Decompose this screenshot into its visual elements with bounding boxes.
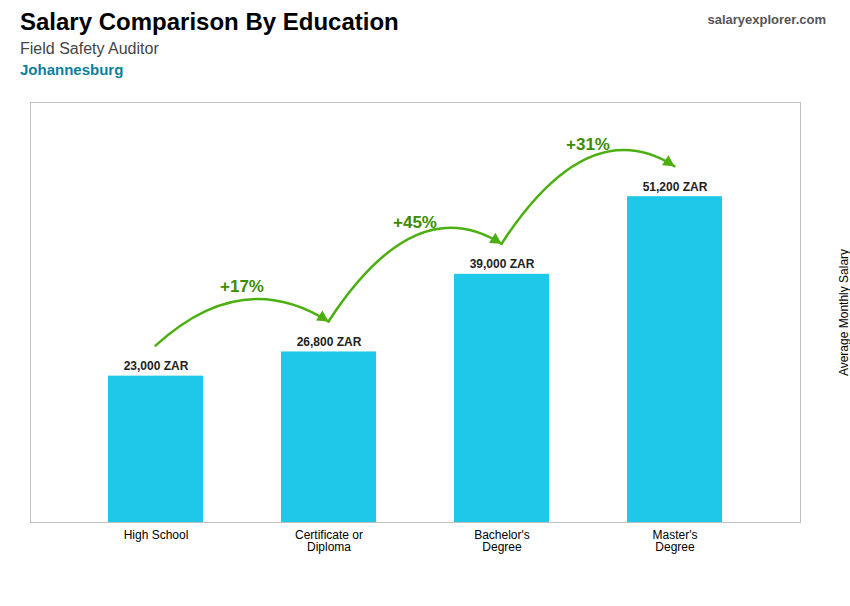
svg-text:39,000 ZAR: 39,000 ZAR: [470, 257, 535, 271]
svg-text:Average Monthly Salary: Average Monthly Salary: [837, 248, 850, 375]
svg-text:+31%: +31%: [566, 135, 610, 154]
svg-text:+45%: +45%: [393, 212, 437, 231]
html-text:Field Safety Auditor: Field Safety Auditor: [20, 39, 159, 57]
html-text:Johannesburg: Johannesburg: [20, 60, 124, 78]
svg-text:High School: High School: [124, 528, 189, 542]
html-text:Salary Comparison By Education: Salary Comparison By Education: [20, 8, 399, 35]
svg-text:Certificate orDiploma: Certificate orDiploma: [295, 528, 363, 554]
svg-text:Bachelor'sDegree: Bachelor'sDegree: [474, 528, 530, 554]
svg-text:26,800 ZAR: 26,800 ZAR: [297, 335, 362, 349]
svg-text:51,200 ZAR: 51,200 ZAR: [643, 179, 708, 193]
svg-text:+17%: +17%: [220, 277, 264, 296]
html-text:salaryexplorer.com: salaryexplorer.com: [707, 12, 826, 27]
svg-text:23,000 ZAR: 23,000 ZAR: [124, 359, 189, 373]
svg-text:Master'sDegree: Master'sDegree: [653, 528, 698, 554]
